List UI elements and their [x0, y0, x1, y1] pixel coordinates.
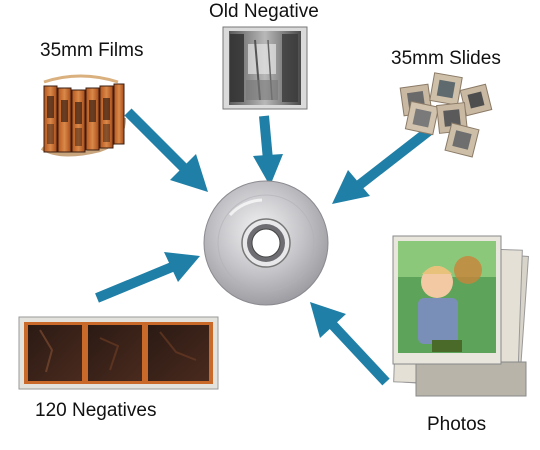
negative-strip-icon [18, 316, 219, 390]
label-35mm-films: 35mm Films [40, 40, 144, 61]
old-negative-photo-icon [222, 26, 308, 110]
film-rolls-icon [40, 74, 126, 157]
label-35mm-slides: 35mm Slides [391, 48, 501, 69]
cd-disc-icon [203, 180, 329, 306]
photo-stack-icon [392, 235, 529, 397]
arrow-old-negative-to-disc [253, 115, 283, 186]
slides-icon [399, 72, 493, 158]
label-120-negatives: 120 Negatives [35, 400, 157, 421]
label-old-negative: Old Negative [209, 1, 319, 22]
label-photos: Photos [427, 414, 487, 435]
arrow-negatives-to-disc [95, 252, 200, 303]
arrow-films-to-disc [124, 108, 208, 192]
arrow-photos-to-disc [310, 302, 390, 386]
arrow-slides-to-disc [332, 126, 434, 204]
